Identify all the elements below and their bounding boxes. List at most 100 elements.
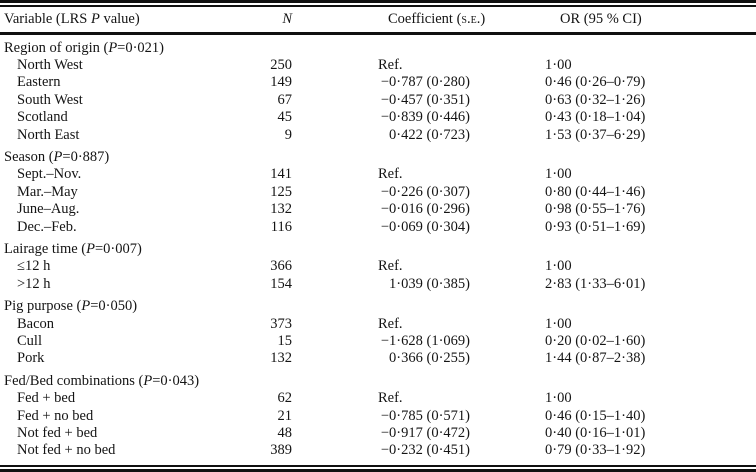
row-variable: South West: [17, 91, 83, 108]
table-row: Not fed + no bed 389 −0·232 (0·451) 0·79 (0…: [0, 442, 756, 459]
table-top-rule-gap: [0, 3, 756, 5]
row-variable: ≤12 h: [17, 258, 51, 275]
row-variable: >12 h: [17, 275, 51, 292]
col-header-coefficient: Coefficient (s.e.): [292, 11, 540, 28]
section-title-text: Fed/Bed combinations (: [4, 372, 144, 389]
table-body: Region of origin (P=0·021) North West 250 R…: [0, 35, 756, 460]
section-title: Lairage time (P=0·007): [0, 236, 756, 258]
section-title-text: Region of origin (: [4, 39, 109, 56]
col-header-or-text: OR (95 % CI): [560, 11, 642, 27]
row-n: 373: [270, 315, 292, 332]
row-coefficient: 0·366 (0·255): [389, 350, 470, 367]
row-n: 116: [270, 218, 292, 235]
row-variable: Dec.–Feb.: [17, 218, 77, 235]
row-coefficient: Ref.: [378, 166, 403, 183]
row-coefficient: −0·457 (0·351): [380, 91, 470, 108]
table-row: Fed + bed 62 Ref. 1·00: [0, 390, 756, 407]
row-coefficient: −0·785 (0·571): [380, 407, 470, 424]
row-coefficient-cell: 1·039 (0·385): [292, 276, 540, 293]
table-bottom-rule-thick: [0, 469, 756, 472]
row-coefficient: 1·039 (0·385): [389, 275, 470, 292]
row-coefficient: Ref.: [378, 315, 403, 332]
row-or: 0·46 (0·26–0·79): [545, 74, 646, 91]
row-or: 1·00: [545, 315, 572, 332]
row-or: 0·93 (0·51–1·69): [545, 218, 646, 235]
row-coefficient: −0·839 (0·446): [380, 109, 470, 126]
row-variable: Not fed + no bed: [17, 442, 116, 459]
table-row: Mar.–May 125 −0·226 (0·307) 0·80 (0·44–1·46…: [0, 184, 756, 201]
table-row: >12 h 154 1·039 (0·385) 2·83 (1·33–6·01): [0, 276, 756, 293]
section-title: Region of origin (P=0·021): [0, 35, 756, 57]
table-row: South West 67 −0·457 (0·351) 0·63 (0·32–1·2…: [0, 92, 756, 109]
row-coefficient-cell: −0·069 (0·304): [292, 219, 540, 236]
table-bottom-rules: [0, 465, 756, 472]
row-variable: Sept.–Nov.: [17, 166, 82, 183]
row-coefficient-cell: −0·917 (0·472): [292, 425, 540, 442]
row-variable: Pork: [17, 350, 45, 367]
section-title-italic-p: P: [108, 39, 118, 56]
table-row: North East 9 0·422 (0·723) 1·53 (0·37–6·29): [0, 127, 756, 144]
section-title-text: Lairage time (: [4, 240, 87, 257]
table-row: Pork 132 0·366 (0·255) 1·44 (0·87–2·38): [0, 350, 756, 367]
row-or: 0·80 (0·44–1·46): [545, 183, 646, 200]
row-coefficient: 0·422 (0·723): [389, 126, 470, 143]
table-header-row: Variable (LRS P value) N Coefficient (s.…: [0, 7, 756, 32]
section-title-text: Pig purpose (: [4, 298, 82, 315]
row-coefficient: Ref.: [378, 258, 403, 275]
row-n: 62: [277, 390, 293, 407]
table-bottom-rule-gap: [0, 466, 756, 469]
table-row: Cull 15 −1·628 (1·069) 0·20 (0·02–1·60): [0, 333, 756, 350]
col-header-variable-text-post: value): [99, 11, 140, 27]
section-title-text-post: =0·043): [152, 372, 200, 389]
col-header-coefficient-text: Coefficient (: [388, 11, 462, 27]
row-coefficient-cell: Ref.: [292, 57, 540, 74]
row-or: 1·44 (0·87–2·38): [545, 350, 646, 367]
row-or: 0·20 (0·02–1·60): [545, 333, 646, 349]
row-or: 0·40 (0·16–1·01): [545, 425, 646, 442]
section-title-italic-p: P: [86, 240, 95, 257]
col-header-variable-italic-p: P: [90, 11, 100, 27]
row-n: 125: [270, 183, 292, 200]
section-title-italic-p: P: [53, 148, 63, 165]
row-coefficient-cell: −0·016 (0·296): [292, 201, 540, 218]
row-coefficient: −0·016 (0·296): [380, 201, 470, 218]
row-variable: Scotland: [17, 109, 68, 126]
table-row: Fed + no bed 21 −0·785 (0·571) 0·46 (0·15–1…: [0, 408, 756, 425]
row-variable: Fed + no bed: [17, 407, 94, 424]
section-title: Season (P=0·887): [0, 144, 756, 166]
section-title-text-post: =0·021): [117, 39, 165, 56]
row-or: 1·00: [545, 258, 572, 275]
table-row: Bacon 373 Ref. 1·00: [0, 316, 756, 333]
table-row: ≤12 h 366 Ref. 1·00: [0, 258, 756, 275]
table-row: Not fed + bed 48 −0·917 (0·472) 0·40 (0·16–…: [0, 425, 756, 442]
section-title-text: Season (: [4, 148, 54, 165]
section-title-text-post: =0·050): [90, 298, 138, 315]
table-row: Dec.–Feb. 116 −0·069 (0·304) 0·93 (0·51–1·6…: [0, 219, 756, 236]
row-variable: Cull: [17, 333, 42, 349]
row-coefficient: −0·917 (0·472): [380, 425, 470, 442]
row-variable: Eastern: [17, 74, 61, 91]
row-coefficient-cell: −0·457 (0·351): [292, 92, 540, 109]
col-header-or: OR (95 % CI): [540, 11, 756, 28]
row-variable: Not fed + bed: [17, 425, 98, 442]
col-header-n-italic: N: [282, 11, 292, 27]
row-n: 15: [277, 333, 293, 349]
table-top-rule-thin: [0, 5, 756, 7]
table-row: Scotland 45 −0·839 (0·446) 0·43 (0·18–1·04): [0, 109, 756, 126]
row-coefficient-cell: Ref.: [292, 390, 540, 407]
col-header-n: N: [256, 11, 292, 28]
row-or: 0·79 (0·33–1·92): [545, 442, 646, 459]
row-n: 154: [270, 275, 292, 292]
row-or: 0·63 (0·32–1·26): [545, 91, 646, 108]
table-row: Eastern 149 −0·787 (0·280) 0·46 (0·26–0·79): [0, 74, 756, 91]
row-variable: Fed + bed: [17, 390, 76, 407]
row-coefficient: Ref.: [378, 390, 403, 407]
row-coefficient: −0·069 (0·304): [380, 218, 470, 235]
row-coefficient: −0·787 (0·280): [380, 74, 470, 91]
section-title-italic-p: P: [143, 372, 153, 389]
row-coefficient: −0·232 (0·451): [380, 442, 470, 459]
row-or: 0·43 (0·18–1·04): [545, 109, 646, 126]
row-coefficient: −1·628 (1·069): [380, 333, 470, 349]
row-variable: North East: [17, 126, 80, 143]
